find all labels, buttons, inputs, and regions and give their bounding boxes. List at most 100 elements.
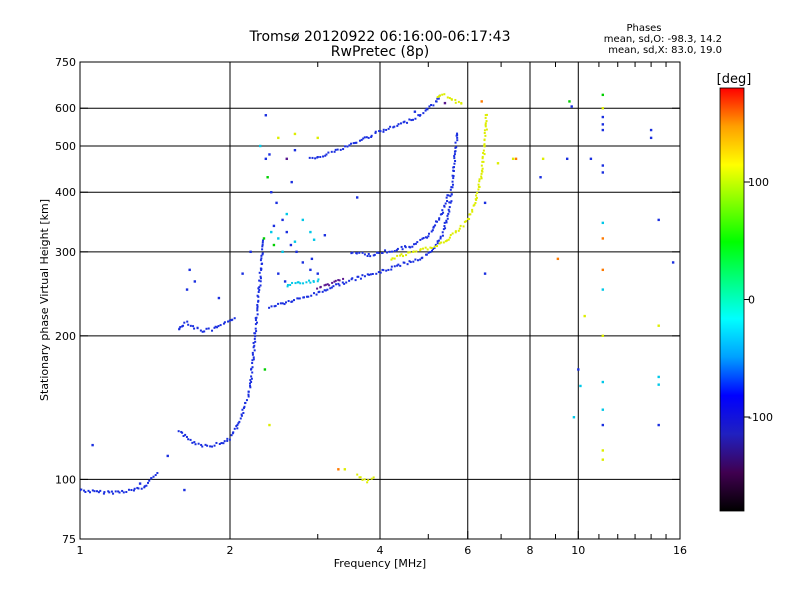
echo-dot	[460, 101, 463, 104]
echo-dot	[296, 297, 299, 300]
echo-dot	[447, 208, 450, 211]
echo-dot	[367, 136, 370, 139]
echo-dot	[257, 287, 260, 290]
echo-dot	[277, 302, 280, 305]
echo-dot	[270, 305, 273, 308]
echo-dot	[343, 282, 346, 285]
echo-dot	[335, 283, 338, 286]
echo-point	[293, 132, 297, 136]
echo-dot	[330, 286, 333, 289]
echo-dot	[350, 142, 353, 145]
echo-dot	[419, 238, 422, 241]
echo-point	[241, 272, 244, 275]
echo-dot	[242, 407, 245, 410]
echo-dot	[199, 329, 202, 332]
echo-dot	[211, 329, 214, 332]
echo-point	[601, 128, 605, 132]
phase-stats-x: mean, sd,X: 83.0, 19.0	[608, 45, 722, 56]
echo-dot	[372, 254, 375, 257]
echo-dot	[396, 247, 399, 250]
echo-dot	[384, 249, 387, 252]
x-tick-label: 4	[377, 544, 384, 557]
echo-dot	[365, 136, 368, 139]
echo-dot	[468, 218, 471, 221]
echo-dot	[247, 390, 250, 393]
echo-dot	[434, 243, 437, 246]
colorbar	[719, 87, 745, 512]
echo-dot	[261, 245, 264, 248]
echo-dot	[294, 282, 297, 285]
echo-dot	[405, 254, 408, 257]
echo-dot	[287, 300, 290, 303]
echo-dot	[409, 261, 412, 264]
echo-point	[601, 288, 605, 291]
echo-dot	[257, 299, 260, 302]
echo-point	[290, 180, 293, 184]
echo-dot	[471, 210, 474, 213]
echo-dot	[133, 487, 136, 490]
echo-dot	[446, 214, 449, 217]
echo-dot	[156, 472, 159, 475]
echo-dot	[442, 228, 445, 231]
echo-dot	[386, 251, 389, 254]
echo-point	[483, 272, 487, 275]
echo-dot	[354, 279, 357, 282]
echo-dot	[299, 282, 302, 285]
echo-dot	[253, 344, 256, 347]
echo-dot	[437, 97, 440, 100]
echo-dot	[416, 259, 419, 262]
echo-dot	[457, 100, 460, 103]
echo-dot	[393, 265, 396, 268]
echo-dot	[196, 327, 199, 330]
echo-point	[312, 238, 316, 241]
echo-dot	[474, 198, 477, 201]
echo-dot	[95, 490, 98, 493]
echo-dot	[475, 194, 478, 197]
echo-dot	[455, 146, 458, 149]
echo-point	[270, 230, 273, 234]
echo-dot	[393, 125, 396, 128]
echo-dot	[396, 124, 399, 127]
echo-dot	[325, 153, 328, 156]
echo-dot	[381, 252, 384, 255]
echo-dot	[458, 227, 461, 230]
echo-dot	[482, 152, 485, 155]
echo-dot	[484, 123, 487, 126]
echo-dot	[361, 274, 364, 277]
echo-dot	[316, 280, 319, 283]
echo-dot	[249, 379, 252, 382]
echo-point	[579, 384, 582, 388]
echo-dot	[447, 194, 450, 197]
echo-dot	[311, 156, 314, 159]
echo-point	[266, 176, 269, 179]
echo-dot	[437, 239, 440, 242]
echo-dot	[453, 157, 456, 160]
echo-dot	[481, 167, 484, 170]
echo-point	[309, 268, 312, 272]
echo-dot	[191, 441, 194, 444]
echo-dot	[259, 277, 262, 280]
echo-dot	[297, 281, 300, 284]
echo-dot	[137, 487, 140, 490]
echo-dot	[254, 319, 257, 322]
echo-dot	[99, 489, 102, 492]
echo-dot	[256, 294, 259, 297]
echo-dot	[342, 277, 345, 280]
echo-dot	[291, 300, 294, 303]
echo-dot	[397, 263, 400, 266]
echo-dot	[314, 157, 317, 160]
echo-dot	[483, 153, 486, 156]
echo-dot	[125, 491, 128, 494]
echo-dot	[409, 246, 412, 249]
echo-dot	[230, 434, 233, 437]
echo-dot	[259, 280, 262, 283]
echo-dot	[426, 108, 429, 111]
echo-dot	[178, 327, 181, 330]
echo-dot	[483, 144, 486, 147]
echo-dot	[342, 148, 345, 151]
echo-point	[310, 257, 314, 261]
echo-dot	[257, 290, 260, 293]
echo-dot	[308, 279, 311, 282]
echo-dot	[223, 440, 226, 443]
echo-dot	[283, 303, 286, 306]
